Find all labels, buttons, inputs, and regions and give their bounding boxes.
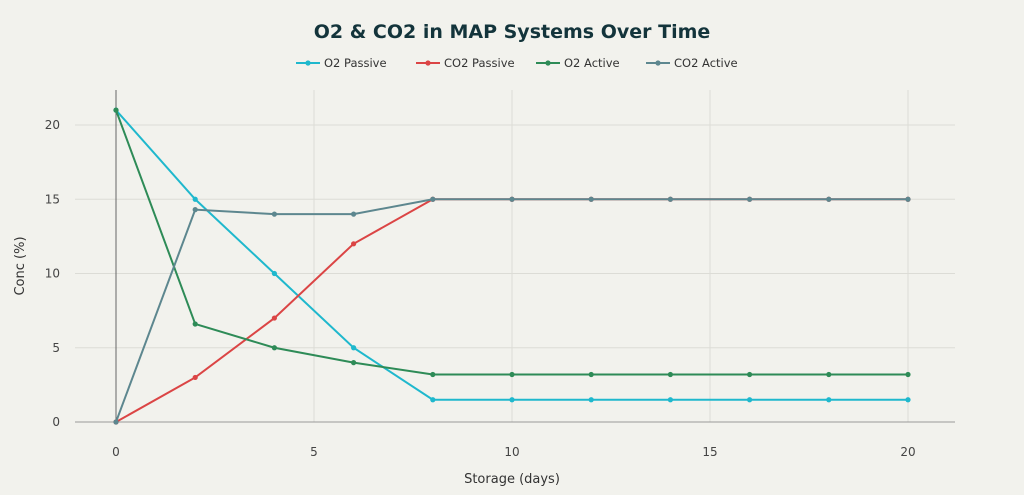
data-point-co2-active <box>271 211 277 217</box>
legend-label: O2 Passive <box>324 56 387 70</box>
y-tick-label: 5 <box>52 341 60 355</box>
data-point-co2-active <box>826 196 832 202</box>
data-point-o2-active <box>747 371 753 378</box>
data-point-o2-passive <box>509 397 515 403</box>
data-point-co2-active <box>351 211 357 217</box>
chart-title: O2 & CO2 in MAP Systems Over Time <box>314 21 711 43</box>
data-point-co2-active <box>747 196 753 202</box>
legend-label: CO2 Passive <box>444 56 515 70</box>
data-point-o2-active <box>588 371 594 378</box>
legend-label: CO2 Active <box>674 56 738 70</box>
x-tick-label: 10 <box>504 445 519 459</box>
ticks: 0 5 10 15 20 0 5 10 15 20 <box>45 118 916 459</box>
legend: O2 Passive CO2 Passive O2 Active CO2 Active <box>296 56 738 70</box>
series-group <box>113 107 911 425</box>
legend-marker <box>305 60 311 66</box>
data-point-o2-passive <box>271 270 277 277</box>
legend-label: O2 Active <box>564 56 620 70</box>
data-point-co2-active <box>509 196 515 202</box>
legend-marker <box>655 60 661 66</box>
data-point-co2-active <box>667 196 674 202</box>
data-point-o2-passive <box>826 397 832 403</box>
data-point-o2-active <box>430 371 436 378</box>
x-tick-label: 15 <box>702 445 717 459</box>
data-point-o2-active <box>667 371 674 378</box>
y-tick-label: 0 <box>52 415 60 429</box>
data-point-o2-active <box>826 371 832 378</box>
data-point-o2-passive <box>747 397 753 403</box>
legend-marker <box>545 60 551 66</box>
data-point-o2-passive <box>192 196 198 202</box>
legend-item-co2-passive: CO2 Passive <box>416 56 515 70</box>
legend-marker <box>425 60 431 66</box>
data-point-co2-active <box>192 207 198 213</box>
data-point-o2-passive <box>351 345 357 351</box>
data-point-co2-active <box>113 419 119 425</box>
data-point-co2-passive <box>192 374 198 381</box>
data-point-o2-passive <box>667 397 674 403</box>
x-tick-label: 0 <box>112 445 120 459</box>
x-tick-label: 5 <box>310 445 318 459</box>
legend-item-o2-active: O2 Active <box>536 56 620 70</box>
data-point-co2-active <box>588 196 594 202</box>
data-point-o2-active <box>351 360 357 366</box>
legend-item-co2-active: CO2 Active <box>646 56 738 70</box>
data-point-o2-active <box>192 321 198 327</box>
y-tick-label: 20 <box>45 118 60 132</box>
data-point-o2-active <box>509 371 515 378</box>
data-point-o2-active <box>271 345 277 351</box>
data-point-co2-active <box>430 196 436 202</box>
data-point-o2-active <box>113 107 119 113</box>
y-axis-label: Conc (%) <box>13 236 28 295</box>
x-tick-label: 20 <box>900 445 915 459</box>
data-point-o2-passive <box>905 397 911 403</box>
data-point-co2-passive <box>271 315 277 321</box>
data-point-o2-passive <box>588 397 594 403</box>
legend-item-o2-passive: O2 Passive <box>296 56 387 70</box>
data-point-co2-passive <box>351 241 357 247</box>
data-point-o2-active <box>905 371 911 378</box>
data-point-o2-passive <box>430 397 436 403</box>
data-point-co2-active <box>905 196 911 202</box>
y-tick-label: 15 <box>45 192 60 206</box>
grid <box>75 90 955 423</box>
x-axis-label: Storage (days) <box>464 472 560 487</box>
y-tick-label: 10 <box>45 267 60 281</box>
